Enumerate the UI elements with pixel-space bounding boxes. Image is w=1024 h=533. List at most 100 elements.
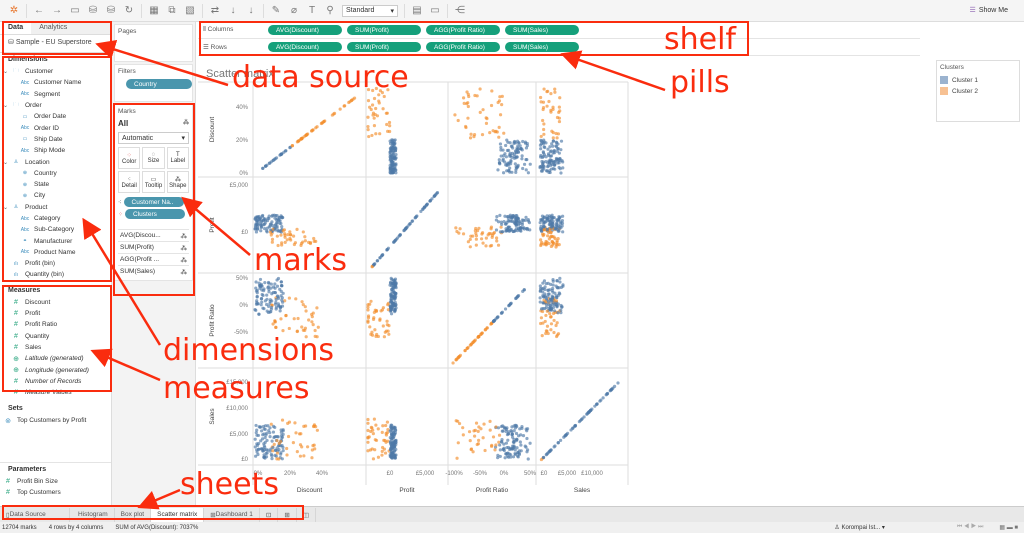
clear-sheet-icon[interactable]: ▧ — [185, 5, 195, 16]
abc-icon: Abc — [20, 215, 30, 222]
dimension-field[interactable]: ⌄ 🗀 Order — [3, 101, 42, 110]
dimension-field[interactable]: Abc Sub-Category — [20, 226, 75, 234]
tab-analytics[interactable]: Analytics — [31, 22, 111, 34]
dimension-field[interactable]: ılı Profit (bin) — [0, 258, 111, 269]
highlight-icon[interactable]: ✎ — [271, 5, 281, 16]
user-menu[interactable]: ♙ Korompai Ist... ▾ — [834, 525, 885, 531]
dimension-field[interactable]: ⚭ Manufacturer — [0, 235, 111, 246]
presentation-icon[interactable]: ▭ — [430, 5, 440, 16]
new-worksheet-icon[interactable]: ▦ — [149, 5, 159, 16]
row-pill[interactable]: SUM(Sales) — [505, 42, 579, 52]
dimension-field[interactable]: ⊕ Country — [0, 168, 111, 179]
duplicate-sheet-icon[interactable]: ⧉ — [168, 5, 176, 16]
legend-item[interactable]: Cluster 2 — [940, 87, 1016, 95]
pin-icon[interactable]: ⚲ — [326, 5, 334, 16]
new-datasource-icon[interactable]: ⛁ — [88, 5, 98, 16]
set-item[interactable]: ⊚ Top Customers by Profit — [0, 415, 111, 426]
swap-icon[interactable]: ⇄ — [210, 5, 220, 16]
row-pill[interactable]: AGG(Profit Ratio) — [426, 42, 500, 52]
undo-icon[interactable]: ← — [34, 5, 44, 16]
new-story-button[interactable]: ◫ — [297, 507, 316, 522]
new-worksheet-button[interactable]: ⊡ — [260, 507, 279, 522]
measure-field[interactable]: ⊕ Latitude (generated) — [0, 353, 111, 364]
marks-measure-row[interactable]: AVG(Discou... ⁂ — [118, 229, 189, 241]
marks-measure-row[interactable]: AGG(Profit ... ⁂ — [118, 253, 189, 265]
size-button[interactable]: ◌ Size — [142, 147, 165, 169]
rows-shelf[interactable]: ☰ Rows AVG(Discount) SUM(Profit) AGG(Pro… — [198, 39, 920, 56]
tab-box-plot[interactable]: Box plot — [115, 507, 152, 522]
redo-icon[interactable]: → — [52, 5, 62, 16]
labels-icon[interactable]: T — [308, 5, 316, 16]
dimension-field[interactable]: ▭ Order Date — [0, 111, 111, 122]
pause-updates-icon[interactable]: ⛁ — [106, 5, 116, 16]
measure-field[interactable]: # Discount — [0, 297, 111, 308]
marks-all-header[interactable]: All ⁂ — [118, 119, 189, 128]
column-pill[interactable]: SUM(Profit) — [347, 25, 421, 35]
data-source-item[interactable]: ⛁ Sample - EU Superstore — [0, 35, 111, 53]
scatter-matrix-plot[interactable]: Discount Profit Profit Ratio Sales Discount P… — [198, 60, 920, 504]
dimension-field[interactable]: ⌄ ♙ Product — [3, 203, 48, 211]
parameter-item[interactable]: # Profit Bin Size — [0, 476, 111, 487]
measure-icon: # — [14, 389, 18, 397]
marks-measure-row[interactable]: SUM(Profit) ⁂ — [118, 241, 189, 253]
dimension-field[interactable]: ⊕ State — [0, 179, 111, 190]
marks-measure-row[interactable]: SUM(Sales) ⁂ — [118, 265, 189, 277]
column-pill[interactable]: SUM(Sales) — [505, 25, 579, 35]
dimension-field[interactable]: ⌄ 🗀 Customer — [3, 67, 54, 76]
dimension-field[interactable]: Abc Product Name — [20, 248, 76, 256]
dimension-field[interactable]: Abc Customer Name — [20, 79, 82, 87]
sort-asc-icon[interactable]: ↓ — [230, 5, 236, 16]
column-pill[interactable]: AVG(Discount) — [268, 25, 342, 35]
tooltip-button[interactable]: ▭ Tooltip — [142, 171, 165, 193]
dimension-field[interactable]: ⊕ City — [0, 190, 111, 201]
save-icon[interactable]: ▭ — [70, 5, 80, 16]
tab-histogram[interactable]: Histogram — [72, 507, 115, 522]
legend-item[interactable]: Cluster 1 — [940, 76, 1016, 84]
dimension-field[interactable]: Abc Ship Mode — [20, 147, 66, 155]
measure-field[interactable]: # Number of Records — [0, 376, 111, 387]
dimension-field[interactable]: Abc Order ID — [20, 124, 59, 132]
row-pill[interactable]: AVG(Discount) — [268, 42, 342, 52]
view-mode-icons[interactable]: ▦ ▬ ■ — [999, 525, 1018, 531]
columns-shelf[interactable]: ⦀ Columns AVG(Discount) SUM(Profit) AGG(… — [198, 22, 920, 39]
dimension-field[interactable]: Abc Segment — [20, 90, 61, 98]
dimension-field[interactable]: ▭ Ship Date — [0, 134, 111, 145]
parameter-item[interactable]: # Top Customers — [0, 487, 111, 498]
measure-field[interactable]: # Profit Ratio — [0, 319, 111, 330]
mark-type-select[interactable]: Automatic ▾ — [118, 132, 189, 144]
label-button[interactable]: T Label — [166, 147, 189, 169]
dimension-field[interactable]: Abc Category — [20, 215, 61, 222]
new-dashboard-button[interactable]: ⊞ — [278, 507, 297, 522]
bin-icon: ılı — [14, 271, 18, 278]
measure-field[interactable]: ⊕ Longitude (generated) — [0, 364, 111, 375]
share-icon[interactable]: ⋲ — [455, 5, 465, 16]
sheet-navigation[interactable]: ⏮ ◀ ▶ ⏭ — [956, 524, 984, 530]
measure-field[interactable]: # Profit — [0, 308, 111, 319]
filter-pill-country[interactable]: Country — [126, 79, 192, 89]
measure-field[interactable]: # Measure Values — [0, 387, 111, 398]
tab-scatter-matrix[interactable]: Scatter matrix — [151, 507, 205, 522]
sort-desc-icon[interactable]: ↓ — [248, 5, 254, 16]
shape-button[interactable]: ⁂ Shape — [166, 171, 189, 193]
measure-field[interactable]: # Sales — [0, 342, 111, 353]
dimension-field[interactable]: ⌄ ♙ Location — [3, 158, 50, 166]
row-pill[interactable]: SUM(Profit) — [347, 42, 421, 52]
detail-button[interactable]: ⁖ Detail — [118, 171, 141, 193]
tab-data-source[interactable]: ▯ Data Source — [0, 507, 70, 522]
dimension-field[interactable]: ılı Quantity (bin) — [0, 269, 111, 280]
color-button[interactable]: ⁘ Color — [118, 147, 141, 169]
color-pill-clusters[interactable]: Clusters — [125, 209, 186, 219]
tab-dashboard-1[interactable]: ⊞ Dashboard 1 — [204, 507, 260, 522]
group-icon[interactable]: ⌀ — [290, 5, 298, 16]
shape-icon: ⁂ — [180, 232, 188, 240]
measure-field[interactable]: # Quantity — [0, 331, 111, 342]
refresh-icon[interactable]: ↻ — [124, 5, 134, 16]
tableau-logo-icon[interactable]: ✲ — [9, 5, 19, 16]
fit-select[interactable]: Standard ▾ — [342, 4, 398, 17]
detail-pill-customer-name[interactable]: Customer Na.. — [123, 197, 184, 207]
column-pill[interactable]: AGG(Profit Ratio) — [426, 25, 500, 35]
worksheet-view[interactable]: Scatter matrix Discount Profit Profit Rati… — [198, 60, 920, 504]
tab-data[interactable]: Data — [0, 22, 32, 34]
show-cards-icon[interactable]: ▤ — [412, 5, 422, 16]
show-me-button[interactable]: ☰ Show Me — [969, 6, 1008, 15]
